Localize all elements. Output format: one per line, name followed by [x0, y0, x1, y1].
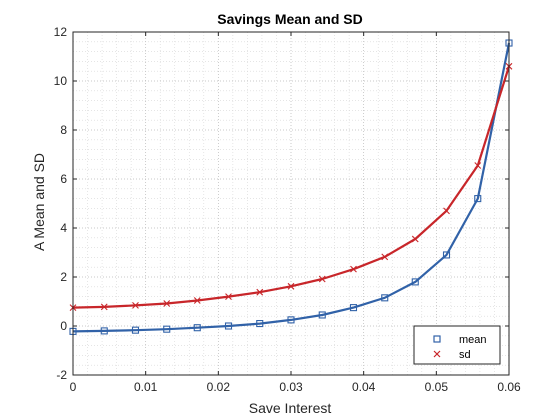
x-tick-label: 0.03	[279, 380, 303, 394]
y-tick-label: 6	[60, 172, 67, 186]
chart-title: Savings Mean and SD	[217, 11, 362, 27]
y-tick-label: 4	[60, 221, 67, 235]
y-axis-label: A Mean and SD	[31, 153, 47, 251]
y-tick-label: 10	[54, 74, 68, 88]
y-tick-label: 8	[60, 123, 67, 137]
y-tick-label: 12	[54, 25, 68, 39]
x-tick-label: 0	[70, 380, 77, 394]
legend-label-sd: sd	[459, 349, 471, 361]
y-tick-label: 2	[60, 270, 67, 284]
legend-box	[414, 326, 500, 364]
x-tick-label: 0.06	[497, 380, 521, 394]
x-tick-label: 0.05	[425, 380, 449, 394]
legend: mean sd	[414, 326, 500, 364]
x-tick-label: 0.04	[352, 380, 376, 394]
x-axis-label: Save Interest	[249, 400, 332, 416]
x-tick-label: 0.02	[207, 380, 231, 394]
legend-label-mean: mean	[459, 334, 487, 346]
y-tick-label: 0	[60, 319, 67, 333]
x-tick-label: 0.01	[134, 380, 158, 394]
y-tick-label: -2	[56, 368, 67, 382]
